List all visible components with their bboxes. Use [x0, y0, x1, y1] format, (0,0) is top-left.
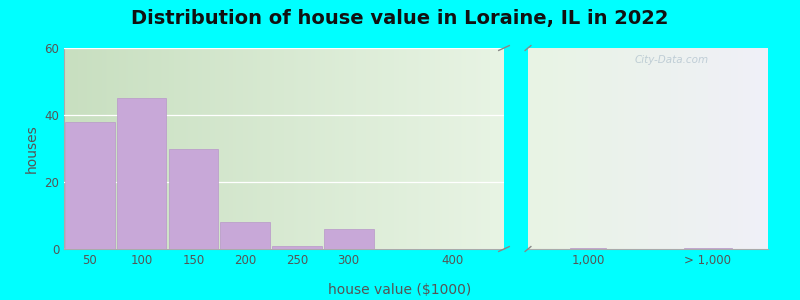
Bar	[169, 148, 218, 249]
Y-axis label: houses: houses	[25, 124, 38, 173]
Bar	[117, 98, 166, 249]
Bar	[220, 222, 270, 249]
Bar	[324, 229, 374, 249]
Bar	[570, 248, 606, 249]
Text: Distribution of house value in Loraine, IL in 2022: Distribution of house value in Loraine, …	[131, 9, 669, 28]
Text: City-Data.com: City-Data.com	[635, 55, 709, 65]
Bar	[272, 246, 322, 249]
Bar	[65, 122, 114, 249]
Bar	[684, 248, 732, 249]
Text: house value ($1000): house value ($1000)	[328, 283, 472, 297]
